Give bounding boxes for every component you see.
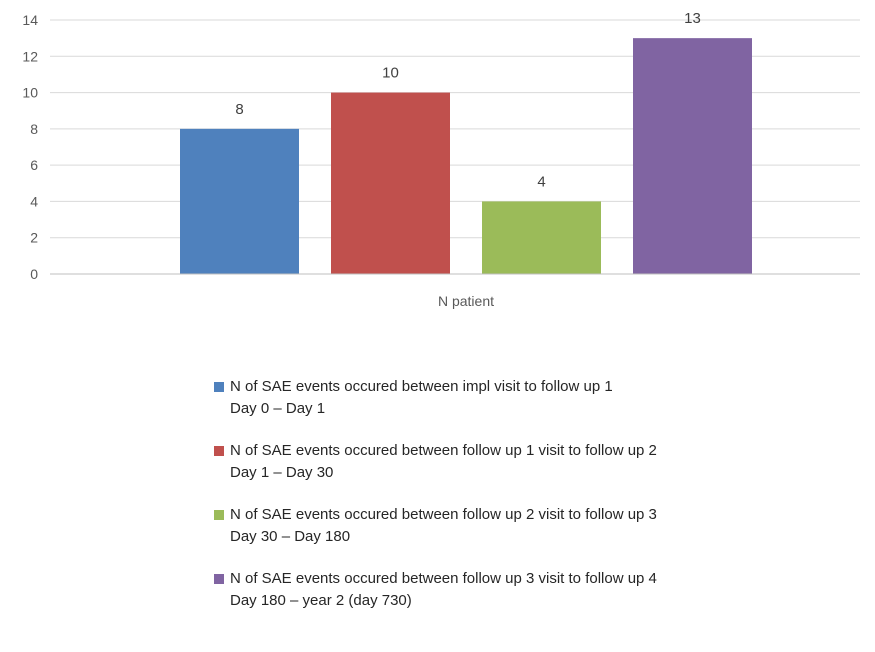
data-label-series-1: 8 — [235, 101, 243, 118]
legend-period: Day 0 – Day 1 — [230, 400, 326, 417]
legend-period: Day 1 – Day 30 — [230, 464, 334, 481]
y-tick-label: 2 — [30, 230, 38, 246]
bar-series-3 — [482, 201, 601, 274]
legend-label: N of SAE events occured between impl vis… — [230, 378, 613, 395]
legend-swatch — [214, 382, 224, 392]
y-tick-label: 8 — [30, 121, 38, 137]
data-label-series-3: 4 — [537, 173, 545, 190]
y-tick-label: 14 — [22, 12, 38, 28]
bars — [180, 38, 752, 275]
legend-swatch — [214, 574, 224, 584]
legend: N of SAE events occured between impl vis… — [214, 376, 774, 632]
bar-series-2 — [331, 92, 450, 274]
data-labels: 8 10 4 13 — [235, 10, 701, 190]
y-tick-label: 0 — [30, 266, 38, 282]
y-axis-ticks: 0 2 4 6 8 10 12 14 — [22, 12, 38, 282]
legend-swatch — [214, 510, 224, 520]
legend-item-series-4: N of SAE events occured between follow u… — [214, 568, 774, 612]
bar-chart: 0 2 4 6 8 10 12 14 8 10 4 13 N patient — [22, 10, 860, 309]
legend-label: N of SAE events occured between follow u… — [230, 442, 657, 459]
legend-item-series-3: N of SAE events occured between follow u… — [214, 504, 774, 548]
y-tick-label: 12 — [22, 48, 38, 64]
bar-series-1 — [180, 128, 299, 274]
data-label-series-4: 13 — [684, 10, 701, 27]
legend-label: N of SAE events occured between follow u… — [230, 506, 657, 523]
x-category-label: N patient — [438, 293, 494, 309]
legend-swatch — [214, 446, 224, 456]
legend-period: Day 180 – year 2 (day 730) — [230, 592, 412, 609]
legend-period: Day 30 – Day 180 — [230, 528, 351, 545]
data-label-series-2: 10 — [382, 65, 399, 82]
y-tick-label: 10 — [22, 85, 38, 101]
y-tick-label: 6 — [30, 157, 38, 173]
legend-label: N of SAE events occured between follow u… — [230, 570, 657, 587]
bar-series-4 — [633, 38, 752, 275]
legend-item-series-2: N of SAE events occured between follow u… — [214, 440, 774, 484]
y-tick-label: 4 — [30, 193, 38, 209]
legend-item-series-1: N of SAE events occured between impl vis… — [214, 376, 774, 420]
